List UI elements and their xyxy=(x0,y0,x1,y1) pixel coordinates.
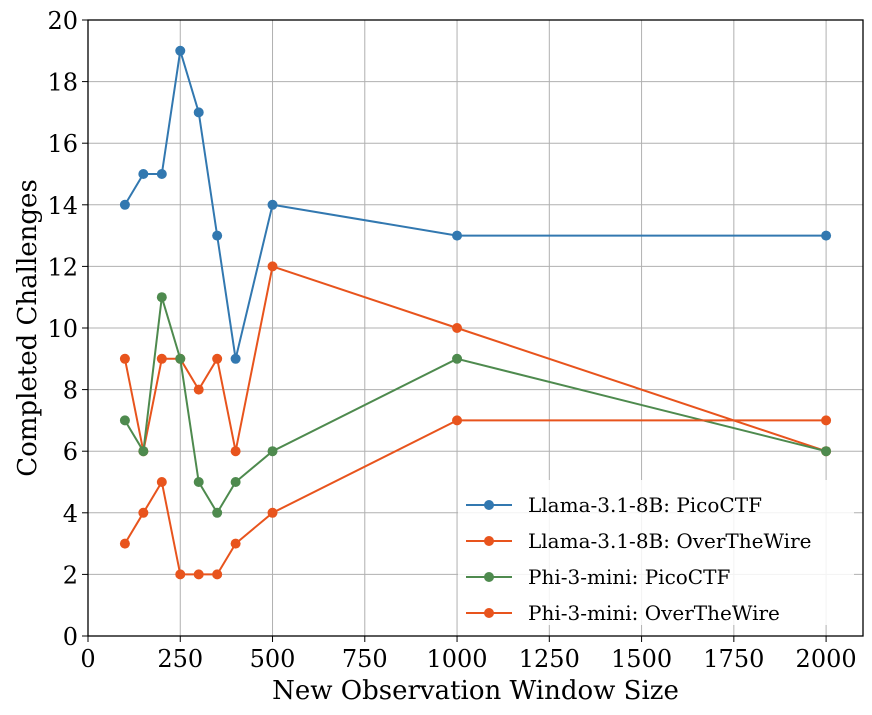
data-point xyxy=(212,569,223,580)
data-point xyxy=(452,415,463,426)
legend-frame xyxy=(458,480,854,625)
data-point xyxy=(119,415,130,426)
data-point xyxy=(230,538,241,549)
legend-label: Phi-3-mini: OverTheWire xyxy=(528,601,780,625)
y-tick-label: 4 xyxy=(63,500,78,528)
series-layer xyxy=(119,45,832,580)
x-tick-label: 500 xyxy=(250,645,296,673)
data-point xyxy=(119,199,130,210)
x-tick-label: 250 xyxy=(157,645,203,673)
data-point xyxy=(230,477,241,487)
y-tick-label: 18 xyxy=(47,69,78,97)
data-point xyxy=(119,538,130,549)
data-point xyxy=(193,477,204,487)
series-line xyxy=(124,50,827,360)
legend-marker xyxy=(484,572,494,582)
x-tick-label: 0 xyxy=(80,645,95,673)
data-point xyxy=(212,507,223,518)
x-tick-label: 1250 xyxy=(519,645,580,673)
data-point xyxy=(267,507,278,518)
data-point xyxy=(212,230,223,241)
x-tick-label: 1500 xyxy=(611,645,672,673)
y-tick-label: 6 xyxy=(63,438,78,466)
data-point xyxy=(452,353,463,364)
legend-label: Llama-3.1-8B: OverTheWire xyxy=(528,529,811,553)
legend-item: Llama-3.1-8B: PicoCTF xyxy=(466,493,762,517)
legend: Llama-3.1-8B: PicoCTF Llama-3.1-8B: OverT… xyxy=(458,480,854,625)
data-point xyxy=(193,384,204,395)
legend-item: Phi-3-mini: OverTheWire xyxy=(466,601,780,625)
data-point xyxy=(212,353,223,364)
series-line xyxy=(123,265,827,453)
data-point xyxy=(138,507,149,518)
series-3 xyxy=(119,292,832,518)
x-tick-label: 750 xyxy=(342,645,388,673)
y-axis-label: Completed Challenges xyxy=(13,179,43,477)
y-tick-label: 20 xyxy=(47,7,78,35)
data-point xyxy=(821,446,832,457)
series-2 xyxy=(119,261,832,457)
data-point xyxy=(230,446,241,457)
y-tick-label: 8 xyxy=(63,377,78,405)
data-point xyxy=(175,353,186,364)
legend-marker xyxy=(484,536,494,546)
legend-marker xyxy=(484,608,494,618)
data-point xyxy=(193,569,204,580)
data-point xyxy=(175,569,186,580)
y-tick-label: 12 xyxy=(47,253,78,281)
data-point xyxy=(267,261,278,272)
data-point xyxy=(138,446,149,457)
legend-marker xyxy=(484,500,494,510)
legend-item: Llama-3.1-8B: OverTheWire xyxy=(466,529,811,553)
data-point xyxy=(452,323,463,333)
data-point xyxy=(175,45,186,56)
data-point xyxy=(452,230,463,241)
data-point xyxy=(156,477,167,487)
x-tick-label: 2000 xyxy=(796,645,857,673)
x-tick-label: 1750 xyxy=(703,645,764,673)
data-point xyxy=(119,353,130,364)
data-point xyxy=(267,199,278,210)
y-tick-label: 10 xyxy=(47,315,78,343)
y-tick-label: 16 xyxy=(47,130,78,158)
series-4 xyxy=(119,415,832,580)
series-line xyxy=(124,296,827,515)
data-point xyxy=(193,107,204,118)
series-line xyxy=(124,419,827,576)
data-point xyxy=(821,230,832,241)
y-tick-label: 14 xyxy=(47,192,78,220)
legend-item: Phi-3-mini: PicoCTF xyxy=(466,565,730,589)
y-tick-label: 2 xyxy=(63,561,78,589)
x-tick-label: 1000 xyxy=(427,645,488,673)
series-1 xyxy=(119,45,832,364)
y-tick-label: 0 xyxy=(63,623,78,651)
data-point xyxy=(267,446,278,457)
data-point xyxy=(156,292,167,303)
x-axis-label: New Observation Window Size xyxy=(272,676,679,706)
legend-label: Llama-3.1-8B: PicoCTF xyxy=(528,493,762,517)
data-point xyxy=(156,169,167,179)
data-point xyxy=(156,353,167,364)
data-point xyxy=(230,353,241,364)
tick-layer: 0 250 500 750 1000 1250 1500 1750 2000 0 2 4 6 8 10 12 1… xyxy=(47,7,856,673)
legend-label: Phi-3-mini: PicoCTF xyxy=(528,565,730,589)
data-point xyxy=(821,415,832,426)
data-point xyxy=(138,169,149,179)
